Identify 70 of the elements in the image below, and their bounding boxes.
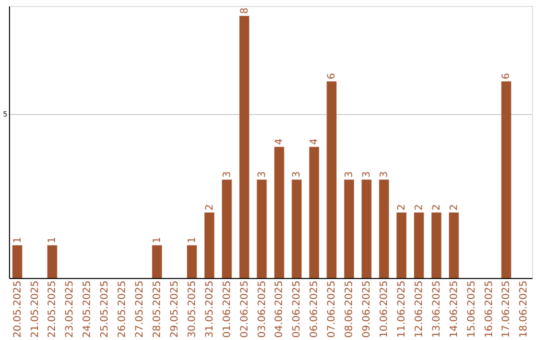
x-tick-label: 01.06.2025 [222,280,233,338]
bar [344,180,354,278]
bar [501,81,512,278]
bar [309,146,320,278]
x-tick-label: 26.05.2025 [117,280,128,338]
x-tick-label: 09.06.2025 [362,280,373,338]
x-tick-label: 11.06.2025 [396,280,408,338]
x-tick-label: 31.05.2025 [204,280,216,338]
x-tick-label: 15.06.2025 [466,280,478,338]
bar [204,212,214,278]
bar [256,180,267,278]
x-tick-label: 10.06.2025 [379,280,390,338]
data-label: 2 [414,204,425,210]
data-label: 1 [152,236,163,244]
data-label: 4 [274,138,286,145]
x-tick-label: 24.05.2025 [82,280,94,338]
bar [187,245,197,278]
x-tick-label: 13.06.2025 [431,280,442,338]
x-tick-label: 02.06.2025 [239,280,250,338]
data-label: 4 [309,138,320,145]
data-label: 2 [396,204,408,210]
x-tick-label: 08.06.2025 [344,280,356,338]
bar [152,245,162,278]
bar [326,81,337,278]
data-label: 1 [47,236,58,244]
bar [379,180,389,278]
bar [431,212,442,278]
x-tick-label: 06.06.2025 [309,280,320,338]
x-tick-label: 20.05.2025 [12,280,24,338]
x-tick-label: 16.06.2025 [484,280,495,338]
x-tick-label: 23.05.2025 [64,280,76,338]
data-label: 2 [431,204,442,210]
x-tick-label: 29.05.2025 [169,280,180,338]
bar [47,245,58,278]
bar [362,180,372,278]
x-tick-label: 12.06.2025 [414,280,425,338]
bar [448,212,459,278]
data-label: 6 [501,73,512,80]
bar [239,16,250,278]
bar [274,146,284,278]
x-tick-label: 22.05.2025 [47,280,58,338]
x-tick-label: 14.06.2025 [448,280,460,338]
data-label: 1 [186,236,198,244]
data-label: 1 [12,236,24,244]
data-label: 3 [222,171,233,178]
bar [414,212,424,278]
x-tick-label: 30.05.2025 [186,280,198,338]
x-tick-label: 17.06.2025 [501,280,512,338]
x-tick-label: 27.05.2025 [134,280,146,338]
x-tick-label: 04.06.2025 [274,280,286,338]
data-label: 3 [344,171,356,178]
bar [396,212,406,278]
data-label: 2 [204,204,216,210]
x-tick-label: 18.06.2025 [518,280,530,338]
x-tick-label: 25.05.2025 [100,280,111,338]
data-label: 8 [239,7,250,14]
bar [222,180,232,278]
bar [292,180,302,278]
x-tick-label: 21.05.2025 [30,280,41,338]
data-label: 3 [362,171,373,178]
x-tick-label: 05.06.2025 [292,280,303,338]
x-tick-label: 03.06.2025 [256,280,268,338]
bar [12,245,22,278]
data-label: 3 [379,171,390,178]
x-tick-label: 28.05.2025 [152,280,163,338]
data-label: 3 [256,171,268,178]
data-label: 2 [448,204,460,210]
x-tick-label: 07.06.2025 [326,280,338,338]
data-label: 6 [326,73,338,80]
data-label: 3 [292,171,303,178]
